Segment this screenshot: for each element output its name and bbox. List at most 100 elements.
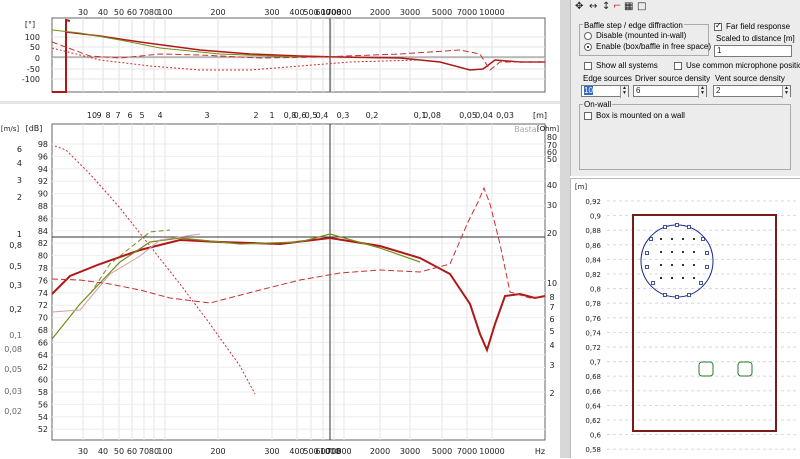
edge-source-point [645, 251, 649, 255]
db-tick-label: 92 [38, 177, 48, 186]
ohm-tick-label: 3 [549, 361, 554, 370]
driver-source-point [660, 251, 662, 253]
vent-density-input[interactable]: 2 ▲ ▼ [713, 85, 791, 98]
radio-disable-label: Disable (mounted in-wall) [596, 31, 687, 40]
layout-tick-label: 0,6 [590, 432, 602, 440]
edge-source-point [701, 237, 705, 241]
ohm-tick-label: 2 [549, 389, 554, 398]
x-tick-label: 70 [139, 8, 149, 17]
radio-enable[interactable] [584, 43, 592, 51]
db-tick-label: 66 [38, 338, 48, 347]
layout-tick-label: 0,88 [585, 227, 601, 235]
x-tick-label: 30 [78, 8, 88, 17]
x-tick-label: 60 [127, 447, 137, 456]
edge-sources-input[interactable]: 10 ▲ ▼ [581, 85, 629, 98]
x-tick-label: 30 [78, 447, 88, 456]
common-mic-checkbox[interactable] [674, 62, 682, 70]
db-tick-label: 60 [38, 376, 48, 385]
x-tick-label: 200 [210, 8, 225, 17]
y-tick-label: -100 [22, 75, 40, 84]
x-tick-label: 40 [98, 8, 108, 17]
x-tick-label: 400 [289, 447, 304, 456]
resize-vertical-icon[interactable]: ↕ [602, 1, 611, 12]
wavelength-tick-label: 0,2 [366, 111, 379, 120]
watermark-badge: Basta! [514, 125, 540, 134]
horizontal-splitter[interactable] [0, 101, 560, 105]
baffle-outline [632, 214, 777, 432]
edge-sources-label: Edge sources [583, 74, 632, 83]
ms-tick-label: 0,1 [9, 331, 22, 340]
ohm-tick-label: 40 [547, 181, 557, 190]
show-all-checkbox[interactable] [584, 62, 592, 70]
vertical-splitter[interactable] [560, 0, 570, 458]
driver-source-point [671, 251, 673, 253]
wavelength-tick-label: 0,5 [305, 111, 318, 120]
woofer-outline [640, 224, 714, 298]
layout-tick-label: 0,92 [585, 198, 601, 206]
spin-updown-icon[interactable]: ▲ ▼ [698, 86, 706, 98]
spl-curve-olive-dashed [89, 229, 171, 295]
ms-tick-label: 0,05 [4, 365, 22, 374]
radio-disable[interactable] [584, 32, 592, 40]
ms-tick-label: 4 [17, 159, 22, 168]
x-tick-label: 700 [326, 447, 341, 456]
resize-horizontal-icon[interactable]: ↔ [589, 1, 598, 12]
scaled-distance-input[interactable]: 1 [714, 45, 792, 57]
ms-tick-label: 0,8 [9, 241, 22, 250]
far-field-checkbox[interactable] [714, 21, 722, 31]
move-icon[interactable]: ✥ [575, 1, 584, 12]
spin-updown-icon[interactable]: ▲ ▼ [620, 86, 628, 98]
x-tick-label: 2000 [370, 447, 390, 456]
driver-source-point [671, 277, 673, 279]
plot-frame [51, 17, 546, 93]
layout-tick-label: 0,76 [585, 315, 601, 323]
edge-source-point [651, 281, 655, 285]
x-tick-label: 3000 [400, 447, 420, 456]
x-tick-label: 1000 [320, 447, 340, 456]
vent-density-label: Vent source density [715, 74, 785, 83]
driver-source-point [693, 277, 695, 279]
db-tick-label: 86 [38, 214, 48, 223]
edge-source-point [675, 223, 679, 227]
grid-icon[interactable]: ▦ [624, 1, 634, 12]
layout-tick-label: 0,7 [590, 359, 601, 367]
x-tick-label: 70 [139, 447, 149, 456]
ohm-tick-label: 30 [547, 201, 557, 210]
wavelength-tick-label: 9 [96, 111, 101, 120]
x-tick-label: 3000 [400, 8, 420, 17]
edge-source-point [705, 251, 709, 255]
db-tick-label: 94 [38, 165, 48, 174]
x-tick-label: 100 [157, 447, 172, 456]
onwall-title: On-wall [583, 100, 613, 109]
spl-curve-light [51, 233, 201, 313]
ms-tick-label: 0,5 [9, 262, 22, 271]
ms-tick-label: 0,2 [9, 305, 22, 314]
wavelength-tick-label: 6 [127, 111, 132, 120]
ms-axis-unit: [m/s] [1, 125, 20, 133]
x-tick-label: 60 [127, 8, 137, 17]
layout-tick-label: 0,58 [585, 446, 601, 454]
ohm-axis-unit: [Ohm] [537, 125, 559, 133]
square-icon[interactable]: □ [637, 1, 647, 12]
wavelength-tick-label: 0,04 [475, 111, 493, 120]
db-tick-label: 96 [38, 152, 48, 161]
tweeter-rolloff-dotted [54, 145, 256, 395]
driver-source-point [671, 264, 673, 266]
db-tick-label: 52 [38, 425, 48, 434]
driver-source-point [660, 277, 662, 279]
x-tick-label: 80 [149, 447, 159, 456]
y-tick-label: 0 [35, 54, 40, 63]
edge-source-point [675, 295, 679, 299]
driver-source-point [660, 264, 662, 266]
db-tick-label: 56 [38, 400, 48, 409]
baffle-group-title: Baffle step / edge diffraction [583, 21, 684, 30]
x-tick-label: 200 [210, 447, 225, 456]
edit-tool-icon[interactable]: ⌐ [613, 1, 622, 12]
driver-source-point [682, 277, 684, 279]
spin-updown-icon[interactable]: ▲ ▼ [782, 86, 790, 98]
driver-density-input[interactable]: 6 ▲ ▼ [633, 85, 707, 98]
onwall-checkbox[interactable] [584, 112, 592, 120]
edge-source-point [663, 225, 667, 229]
x-tick-label: 100 [157, 8, 172, 17]
